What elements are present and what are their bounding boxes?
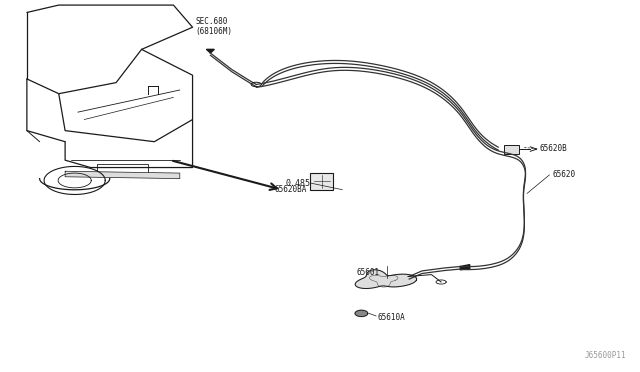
Text: 65620: 65620	[552, 170, 576, 179]
Polygon shape	[355, 310, 368, 317]
Text: 65620BA: 65620BA	[275, 185, 307, 193]
Bar	[97, 164, 148, 173]
Text: 65610A: 65610A	[378, 312, 405, 321]
Polygon shape	[65, 171, 180, 179]
Polygon shape	[460, 264, 470, 270]
Text: 65601: 65601	[356, 267, 380, 277]
Text: 0.485: 0.485	[285, 179, 310, 187]
Polygon shape	[355, 270, 417, 289]
Text: SEC.680
(68106M): SEC.680 (68106M)	[196, 17, 233, 36]
Polygon shape	[207, 49, 214, 53]
Text: J65600P11: J65600P11	[584, 350, 626, 359]
Bar	[310, 173, 333, 190]
Text: 65620B: 65620B	[540, 144, 568, 153]
Bar	[504, 145, 519, 154]
